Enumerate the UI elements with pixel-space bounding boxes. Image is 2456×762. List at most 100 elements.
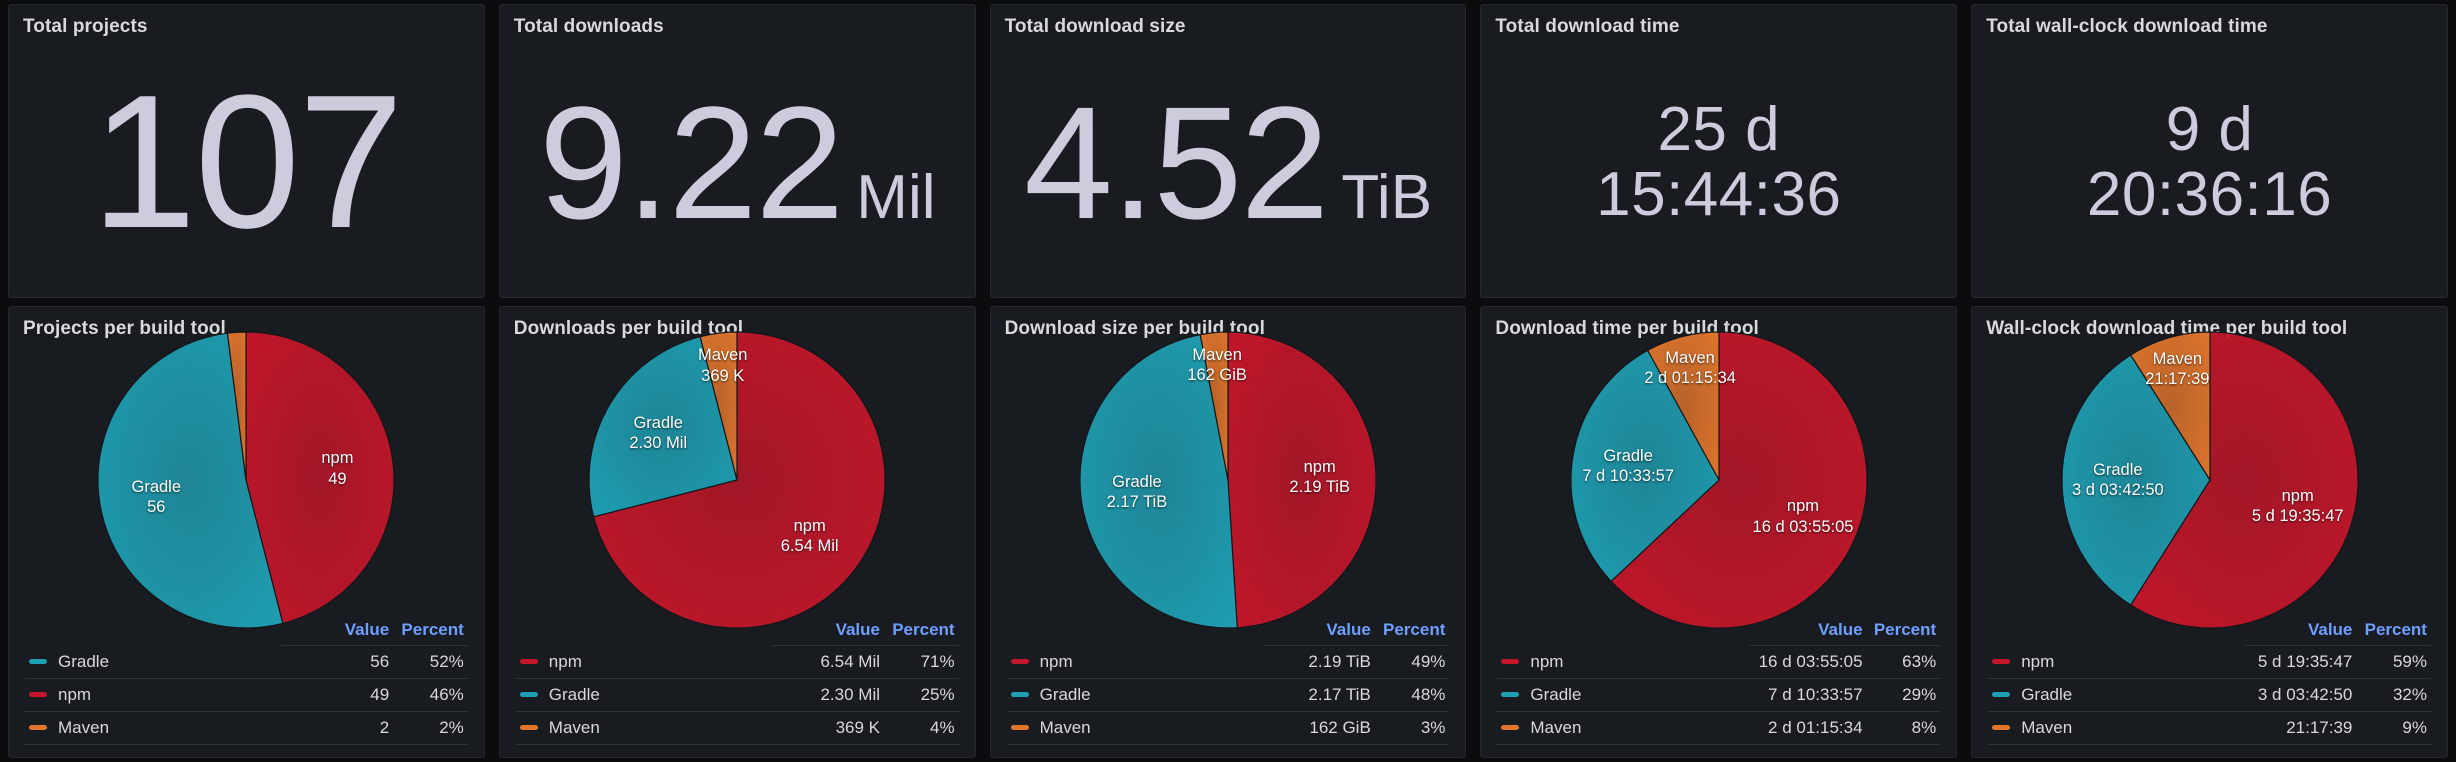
legend-series-name-cell[interactable]: Maven xyxy=(515,711,773,745)
legend-row[interactable]: Gradle 2.17 TiB 48% xyxy=(1006,678,1450,712)
pie-slice-maven[interactable] xyxy=(699,331,738,481)
pie-panel-1[interactable]: Downloads per build tool npm 6.54 Mil Gradl… xyxy=(498,306,976,758)
legend-percent: 59% xyxy=(2356,645,2431,679)
pie-slice-npm[interactable] xyxy=(1610,331,1868,629)
legend-header-value[interactable]: Value xyxy=(2244,618,2357,646)
legend-color-swatch-icon xyxy=(1501,658,1520,664)
legend-series-name: npm xyxy=(548,651,582,671)
legend-row[interactable]: Gradle 3 d 03:42:50 32% xyxy=(1988,678,2431,712)
panel-title: Total projects xyxy=(23,16,148,37)
legend-color-swatch-icon xyxy=(1992,658,2011,664)
legend-row[interactable]: npm 2.19 TiB 49% xyxy=(1006,645,1450,679)
legend-series-name: npm xyxy=(1530,651,1564,671)
legend-series-name-cell[interactable]: Gradle xyxy=(1497,678,1751,712)
pie-slice-npm[interactable] xyxy=(245,331,395,625)
legend-row[interactable]: Gradle 2.30 Mil 25% xyxy=(515,678,959,712)
legend-header-value[interactable]: Value xyxy=(281,618,394,646)
panel-title: Download size per build tool xyxy=(1004,318,1265,339)
stat-body: 9.22 Mil xyxy=(500,38,975,297)
legend-header-value[interactable]: Value xyxy=(1262,618,1375,646)
pie-wrap: npm 49 Gradle 56 xyxy=(96,330,396,630)
pie-slice-npm[interactable] xyxy=(1227,331,1377,629)
panel-title: Total download size xyxy=(1004,16,1186,37)
legend-color-swatch-icon xyxy=(519,692,538,698)
pie-slice-gradle[interactable] xyxy=(588,335,738,518)
stat-panel-0[interactable]: Total projects 107 xyxy=(8,4,485,298)
legend-header-percent[interactable]: Percent xyxy=(2356,618,2431,646)
legend-table: Value Percent npm 16 d 03:55:05 63% Gradle 7 d… xyxy=(1497,618,1941,745)
legend-series-name-cell[interactable]: Maven xyxy=(1497,711,1751,745)
legend-series-name-cell[interactable]: Gradle xyxy=(1006,678,1263,712)
legend-row[interactable]: npm 16 d 03:55:05 63% xyxy=(1497,645,1941,679)
legend-header-value[interactable]: Value xyxy=(772,618,884,646)
legend-series-name-cell[interactable]: npm xyxy=(25,678,282,712)
pie-chart: npm 2.19 TiB Gradle 2.17 TiB Maven 162 GiB xyxy=(991,331,1466,629)
stat-panel-2[interactable]: Total download size 4.52 TiB xyxy=(989,4,1467,298)
legend-series-name-cell[interactable]: Gradle xyxy=(515,678,773,712)
legend-color-swatch-icon xyxy=(29,725,47,731)
stat-panel-4[interactable]: Total wall-clock download time 9 d 20:36:1… xyxy=(1971,4,2448,298)
pie-slice-npm[interactable] xyxy=(593,331,886,629)
legend-series-name: npm xyxy=(2021,651,2055,671)
legend-series-name-cell[interactable]: Maven xyxy=(1988,711,2245,745)
legend-series-name-cell[interactable]: Gradle xyxy=(25,645,282,679)
legend-series-name: Maven xyxy=(58,718,110,737)
legend-row[interactable]: Maven 162 GiB 3% xyxy=(1006,711,1450,745)
panel-title: Wall-clock download time per build tool xyxy=(1986,318,2348,339)
legend-row[interactable]: Gradle 7 d 10:33:57 29% xyxy=(1497,678,1941,712)
legend-percent: 46% xyxy=(393,678,468,712)
pie-slice-maven[interactable] xyxy=(2129,331,2211,483)
pie-slice-maven[interactable] xyxy=(227,331,247,481)
legend-header-value[interactable]: Value xyxy=(1750,618,1867,646)
legend-row[interactable]: Maven 2 d 01:15:34 8% xyxy=(1497,711,1941,745)
legend-row[interactable]: Gradle 56 52% xyxy=(25,645,468,679)
stat-panel-1[interactable]: Total downloads 9.22 Mil xyxy=(498,4,976,298)
legend-series-name-cell[interactable]: Maven xyxy=(25,711,282,745)
legend-row[interactable]: Maven 369 K 4% xyxy=(515,711,959,745)
legend-series-name: npm xyxy=(1039,651,1073,671)
legend-series-name-cell[interactable]: npm xyxy=(1988,645,2245,679)
legend-value: 2.19 TiB xyxy=(1262,645,1375,679)
legend-series-name-cell[interactable]: npm xyxy=(1006,645,1263,679)
stat-value: 4.52 TiB xyxy=(1023,72,1432,252)
pie-panel-2[interactable]: Download size per build tool npm 2.19 TiB G… xyxy=(989,306,1467,758)
pie-panel-4[interactable]: Wall-clock download time per build tool n… xyxy=(1971,306,2448,758)
pie-panel-3[interactable]: Download time per build tool npm 16 d 03:5… xyxy=(1480,306,1958,758)
pie-slice-gradle[interactable] xyxy=(2060,354,2211,606)
pie-svg xyxy=(97,331,395,629)
panel-title: Total downloads xyxy=(513,16,664,37)
legend-value: 16 d 03:55:05 xyxy=(1750,645,1867,679)
stat-number: 4.52 xyxy=(1023,72,1329,252)
pie-wrap: npm 16 d 03:55:05 Gradle 7 d 10:33:57 Maven 2… xyxy=(1569,330,1869,630)
legend-series-name-cell[interactable]: npm xyxy=(1497,645,1751,679)
legend-row[interactable]: Maven 21:17:39 9% xyxy=(1988,711,2431,745)
legend-color-swatch-icon xyxy=(1501,692,1520,698)
legend-header-percent[interactable]: Percent xyxy=(884,618,959,646)
pie-slice-maven[interactable] xyxy=(1199,331,1229,481)
stat-value: 9.22 Mil xyxy=(539,82,936,242)
legend-row[interactable]: npm 5 d 19:35:47 59% xyxy=(1988,645,2431,679)
pie-slice-maven[interactable] xyxy=(1646,331,1720,481)
legend-value: 369 K xyxy=(772,711,884,745)
legend-percent: 2% xyxy=(393,711,468,745)
stat-panel-3[interactable]: Total download time 25 d 15:44:36 xyxy=(1480,4,1958,298)
legend-header-percent[interactable]: Percent xyxy=(1374,618,1450,646)
legend-row[interactable]: Maven 2 2% xyxy=(25,711,468,745)
legend-header-percent[interactable]: Percent xyxy=(393,618,468,646)
pie-panel-0[interactable]: Projects per build tool npm 49 Gradle 56 Valu… xyxy=(8,306,485,758)
legend-header-percent[interactable]: Percent xyxy=(1866,618,1941,646)
pie-svg xyxy=(1079,331,1377,629)
pie-slice-gradle[interactable] xyxy=(1079,333,1238,629)
legend-percent: 48% xyxy=(1374,678,1450,712)
legend-series-name-cell[interactable]: npm xyxy=(515,645,773,679)
legend-row[interactable]: npm 49 46% xyxy=(25,678,468,712)
pie-svg xyxy=(1570,331,1868,629)
legend-row[interactable]: npm 6.54 Mil 71% xyxy=(515,645,959,679)
pie-slice-npm[interactable] xyxy=(2129,331,2359,629)
legend-series-name: Gradle xyxy=(1039,685,1091,704)
legend-value: 6.54 Mil xyxy=(772,645,884,679)
legend-series-name-cell[interactable]: Maven xyxy=(1006,711,1263,745)
pie-slice-gradle[interactable] xyxy=(1570,349,1720,583)
legend-series-name-cell[interactable]: Gradle xyxy=(1988,678,2245,712)
